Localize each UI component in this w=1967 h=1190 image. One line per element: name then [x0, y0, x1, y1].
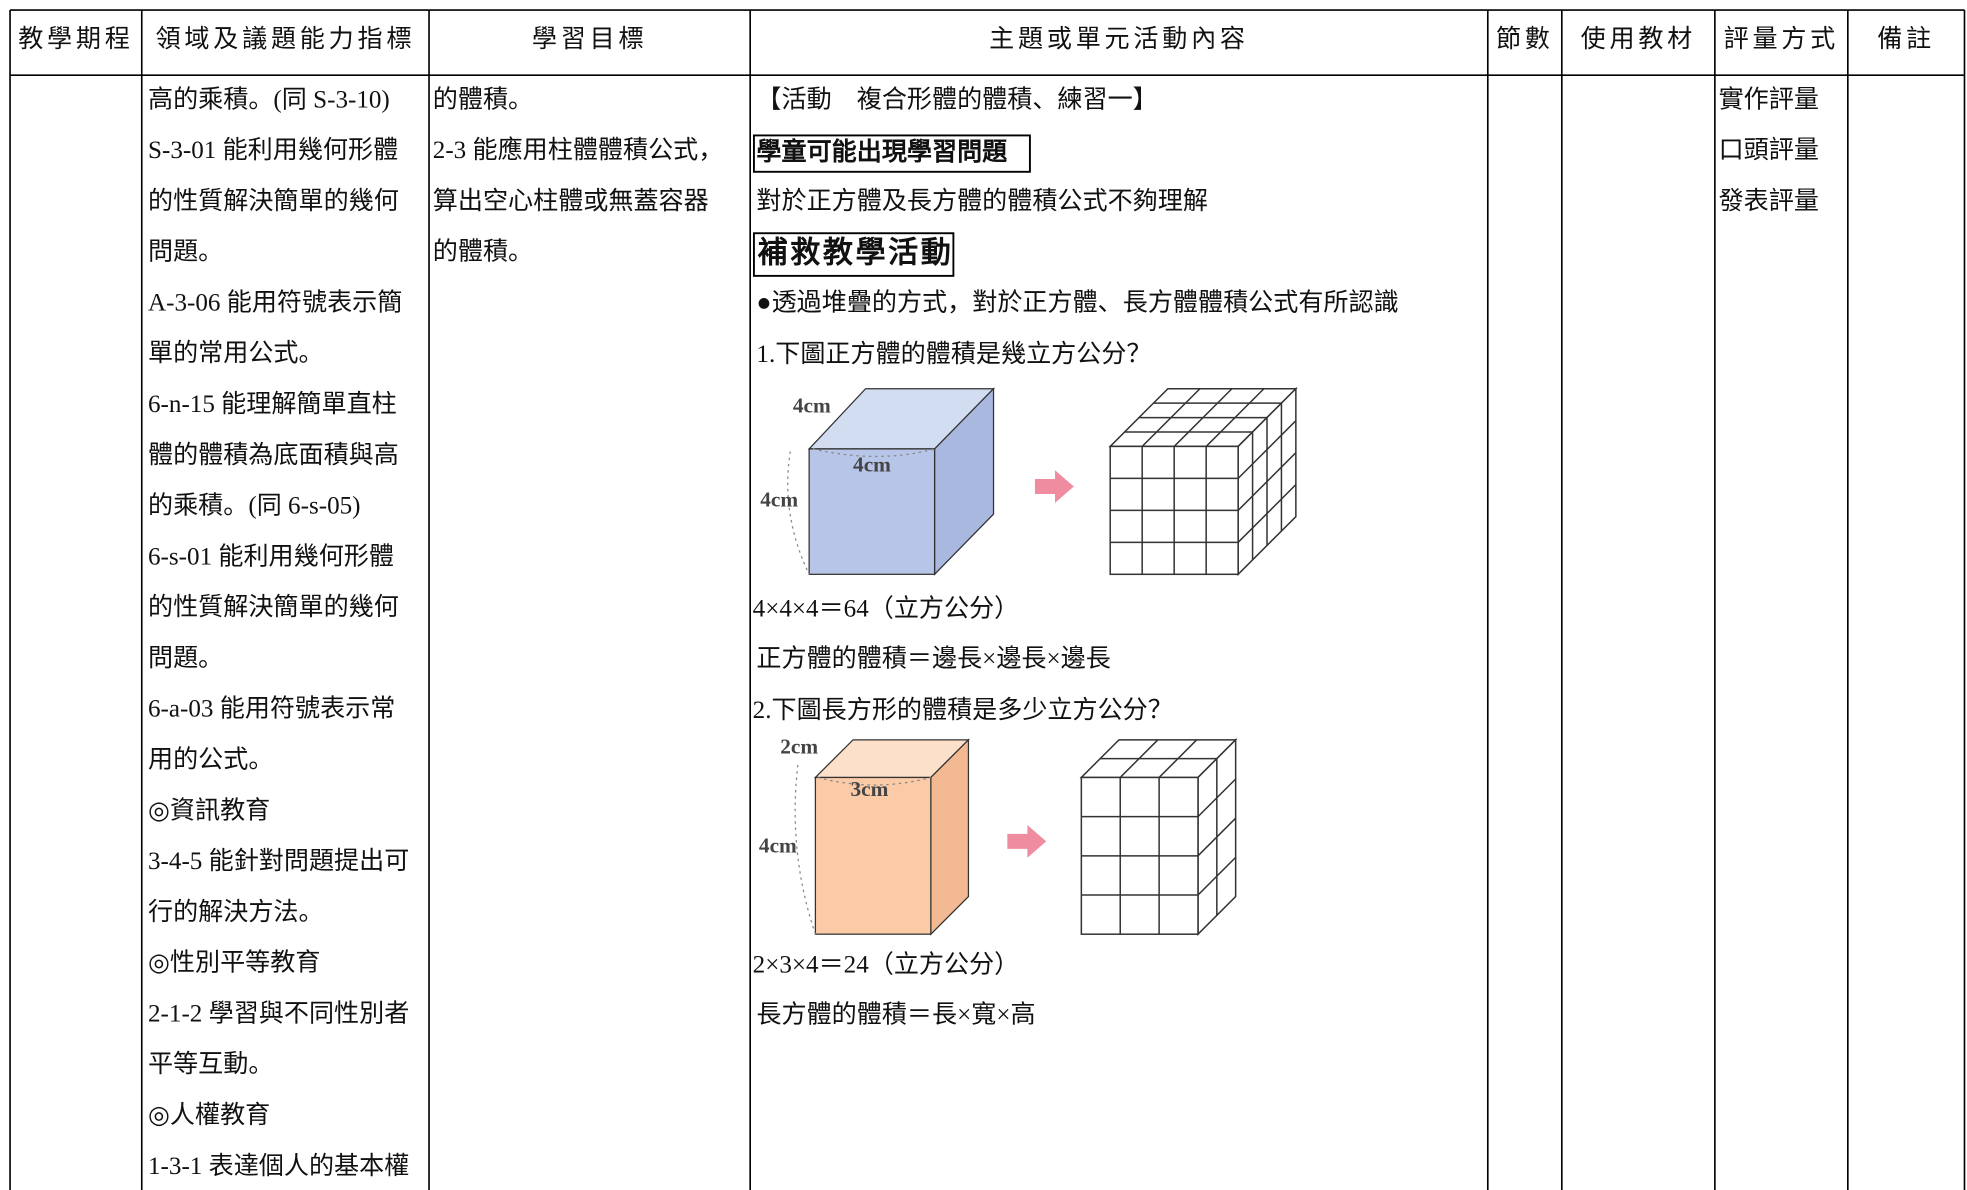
- dim-label: 4cm: [793, 393, 831, 417]
- measure-arc: [787, 448, 935, 575]
- indicator-line: 的乘積。(同 6-s-05): [148, 492, 360, 520]
- header-cell: 備註: [1877, 25, 1935, 53]
- indicator-line: A-3-06 能用符號表示簡: [148, 288, 402, 316]
- objective-line: 的體積。: [433, 85, 533, 113]
- arrow: [1034, 470, 1074, 503]
- dim-label: 4cm: [760, 487, 798, 511]
- activity: 【活動 複合形體的體積、練習一】: [756, 85, 1157, 113]
- objective-line: 2-3 能應用柱體體積公式，: [433, 136, 724, 164]
- answer: 2×3×4＝24（立方公分）: [753, 951, 1020, 979]
- question: 2.下圖長方形的體積是多少立方公分？: [753, 696, 1173, 724]
- cuboid-front: [814, 776, 932, 935]
- intro: ●透過堆疊的方式，對於正方體、長方體體積公式有所認識: [756, 288, 1398, 316]
- indicator-line: 單的常用公式。: [148, 339, 324, 367]
- indicator-line: ◎資訊教育: [148, 796, 270, 824]
- dim-label: 4cm: [853, 452, 891, 476]
- indicator-line: 平等互動。: [148, 1050, 273, 1078]
- heading-box: [752, 232, 955, 277]
- heading-box: [752, 134, 1031, 173]
- measure-arc: [794, 764, 931, 935]
- indicator-line: 1-3-1 表達個人的基本權: [148, 1152, 409, 1180]
- indicator-line: 6-s-01 能利用幾何形體: [148, 542, 394, 570]
- header-cell: 教學期程: [18, 25, 133, 53]
- dim-label: 2cm: [780, 735, 818, 759]
- indicator-line: ◎性別平等教育: [148, 949, 320, 977]
- assessment-line: 實作評量: [1719, 85, 1819, 113]
- indicator-line: 2-1-2 學習與不同性別者: [148, 999, 409, 1027]
- header-cell: 領域及議題能力指標: [156, 25, 416, 53]
- table-rules: [9, 9, 1966, 1190]
- indicator-line: 問題。: [148, 239, 223, 266]
- assessment-line: 口頭評量: [1719, 136, 1819, 164]
- unit-cube-stack: [1108, 386, 1298, 577]
- indicator-line: 用的公式。: [148, 746, 273, 774]
- question: 1.下圖正方體的體積是幾立方公分？: [756, 340, 1151, 368]
- figures: 4cm 4cm 4cm 2cm 3cm 4cm: [759, 386, 1298, 937]
- remedial-heading: 補救教學活動: [758, 236, 954, 270]
- unit-cube-stack: [1079, 738, 1238, 937]
- indicator-line: S-3-01 能利用幾何形體: [148, 136, 398, 164]
- indicator-line: 6-n-15 能理解簡單直柱: [148, 390, 397, 418]
- indicator-line: 高的乘積。(同 S-3-10): [148, 85, 390, 113]
- header-cell: 評量方式: [1724, 25, 1839, 53]
- arrow: [1007, 825, 1047, 858]
- indicator-line: ◎人權教育: [148, 1101, 270, 1129]
- indicator-line: 體的體積為底面積與高: [148, 441, 399, 469]
- indicator-line: 問題。: [148, 645, 223, 672]
- formula: 正方體的體積＝邊長×邊長×邊長: [756, 645, 1110, 673]
- indicator-line: 的性質解決簡單的幾何: [148, 187, 399, 215]
- indicator-line: 6-a-03 能用符號表示常: [148, 695, 395, 723]
- indicator-line: 的性質解決簡單的幾何: [148, 593, 399, 621]
- dim-label: 4cm: [759, 834, 797, 858]
- dim-label: 3cm: [851, 777, 889, 801]
- objective-line: 的體積。: [433, 238, 533, 266]
- problem-heading: 學童可能出現學習問題: [756, 137, 1008, 166]
- formula: 長方體的體積＝長×寬×高: [756, 1001, 1035, 1029]
- indicator-line: 行的解決方法。: [148, 898, 324, 926]
- assessment-line: 發表評量: [1719, 187, 1819, 215]
- header-cell: 主題或單元活動內容: [989, 25, 1249, 53]
- indicator-line: 3-4-5 能針對問題提出可: [148, 847, 409, 875]
- problem: 對於正方體及長方體的體積公式不夠理解: [756, 187, 1207, 215]
- objective-line: 算出空心柱體或無蓋容器: [433, 187, 709, 215]
- cube-front: [808, 448, 936, 575]
- header-cell: 使用教材: [1581, 25, 1696, 53]
- answer: 4×4×4＝64（立方公分）: [753, 594, 1020, 622]
- header-cell: 節數: [1496, 25, 1554, 53]
- header-cell: 學習目標: [532, 25, 647, 53]
